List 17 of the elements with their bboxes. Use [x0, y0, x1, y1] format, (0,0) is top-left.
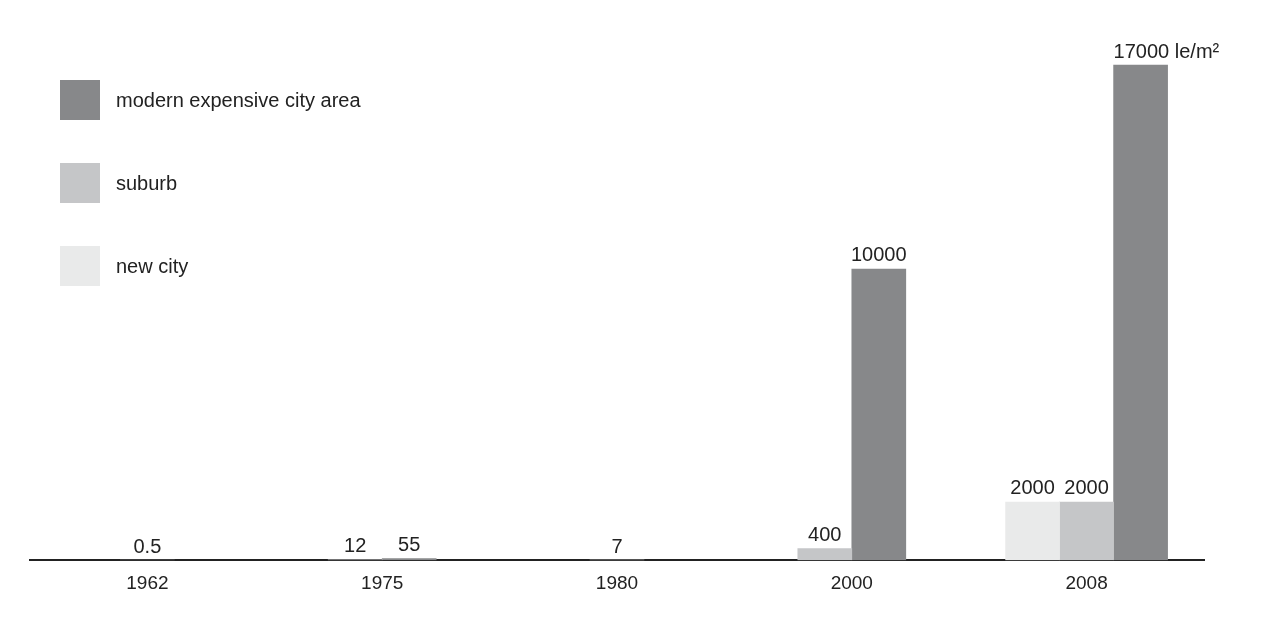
data-label: 10000 [850, 243, 907, 266]
x-tick-label: 1980 [595, 571, 639, 593]
x-tick-label: 2008 [1065, 571, 1108, 593]
legend-label: suburb [116, 171, 178, 195]
x-tick-label: 1962 [126, 571, 169, 593]
data-label: 7 [611, 534, 623, 557]
data-label: 2000 [1064, 476, 1109, 499]
legend-label: modern expensive city area [116, 88, 361, 112]
x-tick-label: 1975 [361, 571, 404, 593]
x-tick-label: 2000 [830, 571, 873, 593]
data-label: 2000 [1010, 476, 1055, 499]
data-label: 0.5 [133, 534, 162, 557]
data-label: 12 [344, 534, 367, 557]
data-label: 55 [398, 533, 421, 556]
legend-label: new city [116, 254, 189, 278]
data-label: 400 [808, 523, 842, 546]
data-label: 17000 le/m² [1113, 39, 1220, 62]
